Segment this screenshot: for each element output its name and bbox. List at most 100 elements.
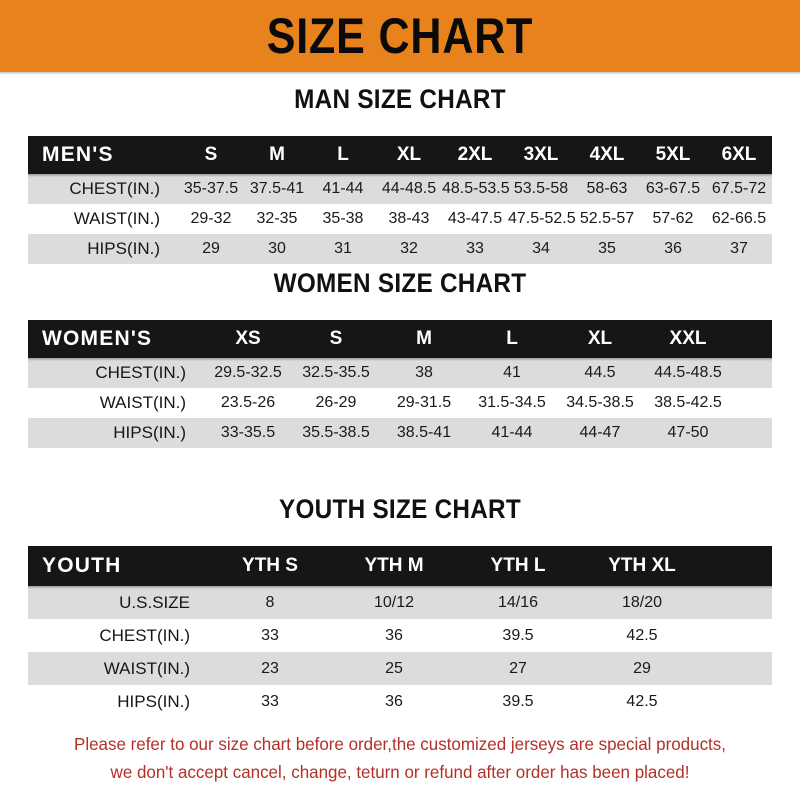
men-chest-3: 44-48.5 xyxy=(376,174,442,204)
women-size-header-5: XXL xyxy=(644,320,732,358)
men-row-label-waist: WAIST(IN.) xyxy=(28,204,178,234)
men-row-label-hips: HIPS(IN.) xyxy=(28,234,178,264)
women-size-header-3: L xyxy=(468,320,556,358)
youth-header-spacer xyxy=(704,546,772,586)
women-waist-4: 34.5-38.5 xyxy=(556,388,644,418)
men-chest-6: 58-63 xyxy=(574,174,640,204)
women-hips-5: 47-50 xyxy=(644,418,732,448)
women-table-body: WOMEN'S XS S M L XL XXL CHEST(IN.) 29.5-… xyxy=(28,320,772,448)
women-chest-2: 38 xyxy=(380,358,468,388)
men-chest-1: 37.5-41 xyxy=(244,174,310,204)
order-policy-note-line-2: we don't accept cancel, change, teturn o… xyxy=(110,762,690,782)
table-row: HIPS(IN.) 33-35.5 35.5-38.5 38.5-41 41-4… xyxy=(28,418,772,448)
women-chest-4: 44.5 xyxy=(556,358,644,388)
table-row: WAIST(IN.) 23.5-26 26-29 29-31.5 31.5-34… xyxy=(28,388,772,418)
women-chest-spacer xyxy=(732,358,772,388)
women-hips-1: 35.5-38.5 xyxy=(292,418,380,448)
men-section-title: MAN SIZE CHART xyxy=(294,84,506,114)
men-chest-8: 67.5-72 xyxy=(706,174,772,204)
men-hips-4: 33 xyxy=(442,234,508,264)
youth-size-header-2: YTH L xyxy=(456,546,580,586)
men-hips-2: 31 xyxy=(310,234,376,264)
men-chest-2: 41-44 xyxy=(310,174,376,204)
women-waist-spacer xyxy=(732,388,772,418)
women-chest-5: 44.5-48.5 xyxy=(644,358,732,388)
youth-chest-2: 39.5 xyxy=(456,619,580,652)
men-waist-8: 62-66.5 xyxy=(706,204,772,234)
women-waist-5: 38.5-42.5 xyxy=(644,388,732,418)
women-chest-3: 41 xyxy=(468,358,556,388)
women-row-label-waist: WAIST(IN.) xyxy=(28,388,204,418)
table-row: WAIST(IN.) 23 25 27 29 xyxy=(28,652,772,685)
men-section: MAN SIZE CHART xyxy=(0,84,800,114)
youth-hips-0: 33 xyxy=(208,685,332,718)
women-waist-2: 29-31.5 xyxy=(380,388,468,418)
order-policy-note-line-1: Please refer to our size chart before or… xyxy=(74,734,726,754)
men-waist-7: 57-62 xyxy=(640,204,706,234)
men-table-body: MEN'S S M L XL 2XL 3XL 4XL 5XL 6XL CHEST… xyxy=(28,136,772,264)
women-hips-spacer xyxy=(732,418,772,448)
youth-size-table: YOUTH YTH S YTH M YTH L YTH XL U.S.SIZE … xyxy=(28,546,772,718)
table-row: WAIST(IN.) 29-32 32-35 35-38 38-43 43-47… xyxy=(28,204,772,234)
order-policy-note: Please refer to our size chart before or… xyxy=(12,730,788,786)
youth-hips-3: 42.5 xyxy=(580,685,704,718)
table-row: CHEST(IN.) 29.5-32.5 32.5-35.5 38 41 44.… xyxy=(28,358,772,388)
youth-ussize-0: 8 xyxy=(208,586,332,619)
table-row: HIPS(IN.) 33 36 39.5 42.5 xyxy=(28,685,772,718)
men-waist-1: 32-35 xyxy=(244,204,310,234)
men-hips-1: 30 xyxy=(244,234,310,264)
women-size-header-2: M xyxy=(380,320,468,358)
women-header-spacer xyxy=(732,320,772,358)
men-hips-0: 29 xyxy=(178,234,244,264)
women-table-wrapper: WOMEN'S XS S M L XL XXL CHEST(IN.) 29.5-… xyxy=(28,320,772,448)
table-row: U.S.SIZE 8 10/12 14/16 18/20 xyxy=(28,586,772,619)
men-size-header-2: L xyxy=(310,136,376,174)
women-size-header-0: XS xyxy=(204,320,292,358)
men-waist-0: 29-32 xyxy=(178,204,244,234)
youth-row-label-ussize: U.S.SIZE xyxy=(28,586,208,619)
youth-size-header-3: YTH XL xyxy=(580,546,704,586)
women-row-label-hips: HIPS(IN.) xyxy=(28,418,204,448)
men-row-label-header: MEN'S xyxy=(28,136,178,174)
men-size-table: MEN'S S M L XL 2XL 3XL 4XL 5XL 6XL CHEST… xyxy=(28,136,772,264)
women-section-title: WOMEN SIZE CHART xyxy=(273,268,527,298)
men-size-header-5: 3XL xyxy=(508,136,574,174)
youth-table-wrapper: YOUTH YTH S YTH M YTH L YTH XL U.S.SIZE … xyxy=(28,546,772,718)
youth-ussize-spacer xyxy=(704,586,772,619)
youth-size-header-0: YTH S xyxy=(208,546,332,586)
men-waist-4: 43-47.5 xyxy=(442,204,508,234)
page-banner: SIZE CHART xyxy=(0,0,800,72)
women-chest-0: 29.5-32.5 xyxy=(204,358,292,388)
men-waist-2: 35-38 xyxy=(310,204,376,234)
youth-waist-2: 27 xyxy=(456,652,580,685)
men-size-header-6: 4XL xyxy=(574,136,640,174)
women-hips-0: 33-35.5 xyxy=(204,418,292,448)
youth-row-label-hips: HIPS(IN.) xyxy=(28,685,208,718)
women-section: WOMEN SIZE CHART xyxy=(0,268,800,298)
banner-shadow-divider xyxy=(0,72,800,75)
men-size-header-8: 6XL xyxy=(706,136,772,174)
men-size-header-1: M xyxy=(244,136,310,174)
women-hips-4: 44-47 xyxy=(556,418,644,448)
men-hips-7: 36 xyxy=(640,234,706,264)
youth-section-title: YOUTH SIZE CHART xyxy=(279,494,521,524)
table-row: HIPS(IN.) 29 30 31 32 33 34 35 36 37 xyxy=(28,234,772,264)
youth-waist-0: 23 xyxy=(208,652,332,685)
women-row-label-header: WOMEN'S xyxy=(28,320,204,358)
youth-ussize-2: 14/16 xyxy=(456,586,580,619)
men-header-row: MEN'S S M L XL 2XL 3XL 4XL 5XL 6XL xyxy=(28,136,772,174)
youth-section: YOUTH SIZE CHART xyxy=(0,494,800,524)
youth-row-label-chest: CHEST(IN.) xyxy=(28,619,208,652)
men-row-label-chest: CHEST(IN.) xyxy=(28,174,178,204)
youth-ussize-3: 18/20 xyxy=(580,586,704,619)
women-size-table: WOMEN'S XS S M L XL XXL CHEST(IN.) 29.5-… xyxy=(28,320,772,448)
youth-ussize-1: 10/12 xyxy=(332,586,456,619)
table-row: CHEST(IN.) 33 36 39.5 42.5 xyxy=(28,619,772,652)
men-size-header-3: XL xyxy=(376,136,442,174)
page-title: SIZE CHART xyxy=(266,8,534,64)
men-waist-3: 38-43 xyxy=(376,204,442,234)
youth-chest-0: 33 xyxy=(208,619,332,652)
men-size-header-4: 2XL xyxy=(442,136,508,174)
youth-header-row: YOUTH YTH S YTH M YTH L YTH XL xyxy=(28,546,772,586)
